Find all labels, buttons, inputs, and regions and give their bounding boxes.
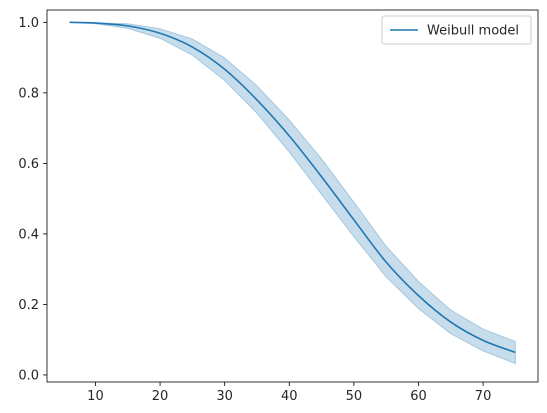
- x-tick-label: 40: [281, 389, 298, 404]
- x-tick-label: 20: [152, 389, 169, 404]
- confidence-band-0: [69, 21, 516, 365]
- y-tick-label: 0.2: [18, 298, 39, 313]
- axes: [46, 9, 539, 383]
- x-tick-label: 70: [475, 389, 492, 404]
- y-tick-label: 0.4: [18, 227, 39, 242]
- x-axis-ticks: 10 20 30 40 50 60 70: [87, 382, 491, 404]
- confidence-band-layer: [69, 21, 516, 365]
- x-tick-label: 30: [216, 389, 233, 404]
- y-tick-label: 1.0: [18, 16, 39, 31]
- x-tick-label: 10: [87, 389, 104, 404]
- series-line-layer: [69, 21, 516, 354]
- legend-entry-label: Weibull model: [427, 24, 519, 39]
- series-line-0: [69, 21, 516, 354]
- y-axis-ticks: 0.0 0.2 0.4 0.6 0.8 1.0: [18, 16, 47, 383]
- legend-box: [381, 15, 532, 45]
- plot-frame: [46, 9, 539, 383]
- x-tick-label: 50: [346, 389, 363, 404]
- x-tick-label: 60: [410, 389, 427, 404]
- y-tick-label: 0.6: [18, 157, 39, 172]
- legend: Weibull model: [381, 15, 532, 45]
- y-tick-label: 0.8: [18, 86, 39, 101]
- y-tick-label: 0.0: [18, 368, 39, 383]
